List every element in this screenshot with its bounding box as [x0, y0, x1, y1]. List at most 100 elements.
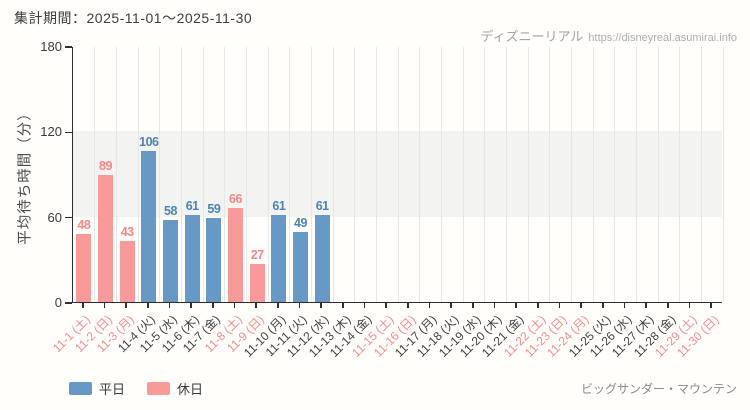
x-tick: [710, 303, 712, 308]
bar-value-label: 27: [250, 247, 264, 262]
bar-value-label: 59: [207, 202, 221, 217]
legend-swatch-weekday: [69, 382, 92, 395]
x-tick: [515, 303, 517, 308]
x-tick: [168, 303, 171, 308]
gridline: [354, 47, 356, 302]
y-tick-label: 180: [40, 39, 62, 54]
watermark-url[interactable]: https://disneyreal.asumirai.info: [588, 32, 737, 44]
plot-area: 48 89 43 106 58 61 59 66 27 61 49 61: [72, 47, 724, 303]
y-tick: [65, 131, 72, 134]
bar-value-label: 61: [315, 199, 329, 214]
x-tick: [342, 303, 344, 308]
gridline: [202, 47, 204, 302]
x-tick: [667, 303, 669, 308]
y-tick-label: 60: [47, 209, 62, 225]
x-tick: [233, 303, 236, 308]
gridline: [375, 47, 377, 302]
y-tick: [65, 46, 72, 48]
bar-value-label: 48: [77, 217, 91, 232]
bar-value-label: 58: [164, 203, 177, 218]
bar: [184, 215, 200, 302]
bar: [249, 263, 265, 302]
bar: [141, 151, 157, 302]
gridline: [635, 47, 637, 302]
gridline: [245, 47, 247, 302]
x-tick: [537, 303, 539, 308]
page-title: 集計期間：2025-11-01～2025-11-30: [14, 10, 253, 26]
bar: [206, 218, 222, 302]
x-tick: [320, 303, 322, 308]
gridline: [722, 47, 724, 302]
gridline: [592, 47, 594, 302]
x-tick: [602, 303, 604, 308]
bar: [98, 175, 113, 302]
gridline: [700, 47, 702, 302]
gridline: [440, 47, 442, 302]
x-tick: [688, 303, 691, 308]
x-tick: [82, 303, 84, 308]
gridline: [137, 47, 139, 302]
gridline: [549, 47, 551, 302]
bar-value-label: 49: [294, 216, 307, 231]
bar-value-label: 61: [272, 199, 286, 214]
gridline: [657, 47, 659, 302]
gridline: [94, 47, 96, 302]
legend-swatch-holiday: [147, 382, 171, 395]
bar: [228, 208, 243, 302]
legend-label-weekday: 平日: [99, 382, 126, 397]
gridline: [527, 47, 529, 302]
x-tick: [363, 303, 366, 308]
x-tick: [428, 303, 431, 308]
bar: [293, 232, 308, 302]
legend: 平日 休日: [69, 379, 203, 398]
x-tick: [558, 303, 561, 308]
y-tick: [65, 302, 72, 304]
gridline: [614, 47, 616, 302]
gridline: [310, 47, 312, 302]
y-tick: [65, 216, 72, 219]
bar-value-label: 66: [229, 192, 242, 207]
gridline: [397, 47, 399, 302]
x-tick: [190, 303, 192, 308]
bar: [314, 215, 330, 302]
x-tick: [277, 303, 279, 308]
bar: [271, 215, 287, 302]
gridline: [289, 47, 291, 302]
gridline: [484, 47, 486, 302]
x-tick: [212, 303, 214, 308]
legend-item-holiday: 休日: [147, 379, 203, 398]
gridline: [419, 47, 421, 302]
x-tick: [407, 303, 409, 308]
x-tick: [103, 303, 106, 308]
gridline: [332, 47, 334, 302]
x-tick: [580, 303, 582, 308]
y-tick-label: 120: [40, 124, 62, 140]
bar-value-label: 106: [139, 135, 159, 150]
gridline: [570, 47, 572, 302]
gridline: [180, 47, 182, 302]
bar: [163, 219, 178, 302]
attraction-name: ビッグサンダー・マウンテン: [580, 382, 737, 396]
watermark-site-name: ディズニーリアル: [480, 29, 584, 44]
gridline: [267, 47, 269, 302]
gridline: [462, 47, 464, 302]
gridline: [115, 47, 117, 302]
gridline: [159, 47, 161, 302]
bar-value-label: 61: [185, 199, 199, 214]
x-tick: [472, 303, 474, 308]
gridline: [505, 47, 507, 302]
x-tick: [385, 303, 387, 308]
bar: [76, 233, 92, 302]
legend-item-weekday: 平日: [69, 379, 125, 398]
x-tick: [493, 303, 496, 308]
x-tick: [298, 303, 301, 308]
y-tick-label: 0: [54, 295, 62, 310]
x-tick: [255, 303, 257, 308]
x-tick: [623, 303, 626, 308]
legend-label-holiday: 休日: [177, 382, 204, 397]
bar-value-label: 89: [99, 159, 112, 174]
x-tick: [450, 303, 452, 308]
gridline: [679, 47, 681, 302]
x-tick: [125, 303, 127, 308]
